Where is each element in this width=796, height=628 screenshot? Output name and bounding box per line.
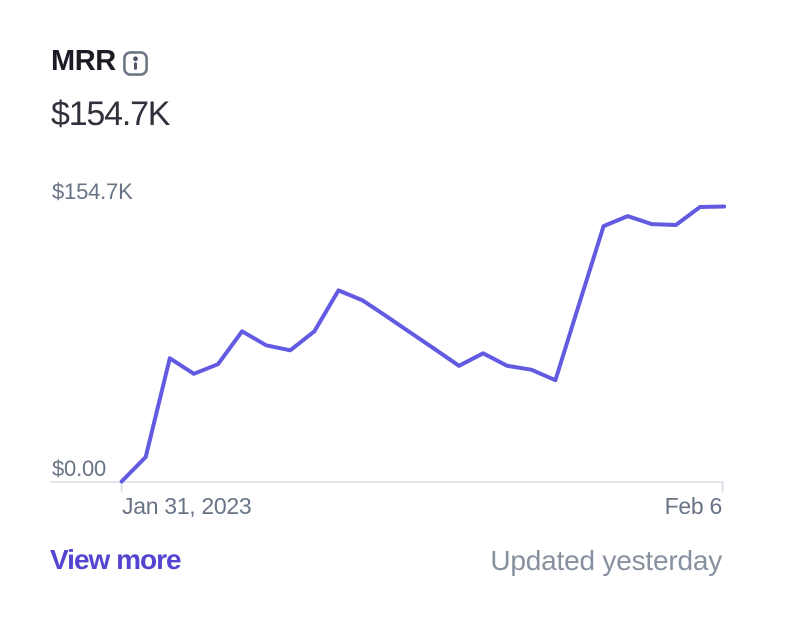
metric-value: $154.7K [51, 95, 170, 133]
info-icon [123, 51, 148, 76]
info-icon-button[interactable] [123, 51, 148, 76]
y-axis-max-label: $154.7K [52, 179, 133, 204]
widget-title: MRR [51, 45, 116, 77]
view-more-link[interactable]: View more [50, 544, 182, 575]
x-axis-start-label: Jan 31, 2023 [122, 493, 252, 519]
chart-line [119, 204, 727, 484]
x-axis-end-label: Feb 6 [664, 493, 723, 519]
updated-status: Updated yesterday [490, 545, 722, 576]
y-axis-min-label: $0.00 [52, 456, 107, 481]
